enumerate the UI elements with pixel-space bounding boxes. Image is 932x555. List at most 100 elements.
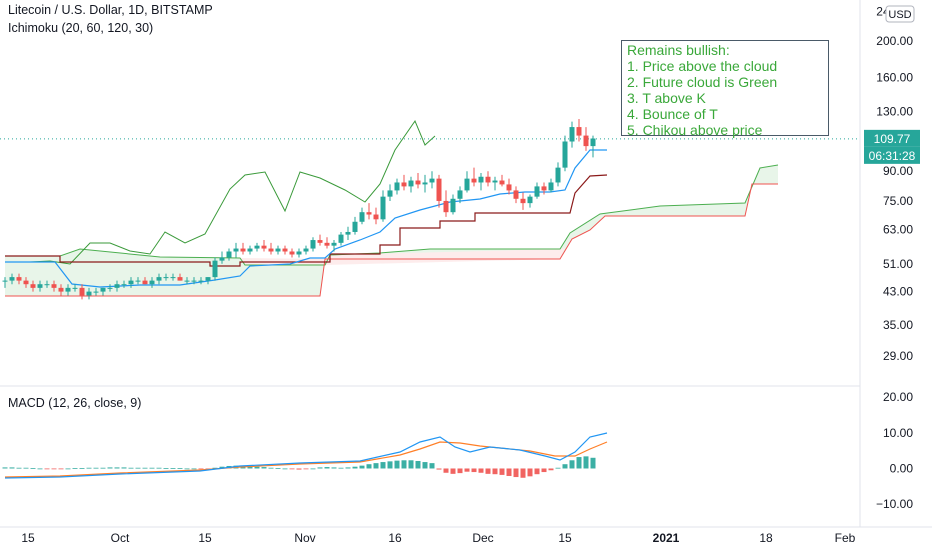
macd-tick-label: 20.00 [883,390,913,404]
candle-body [247,248,253,252]
macd-histogram-bar [415,460,421,469]
macd-histogram-bar [254,466,260,469]
candle-body [310,240,316,249]
ichimoku-lines [0,119,860,288]
ichimoku-legend[interactable]: Ichimoku (20, 60, 120, 30) [8,21,154,35]
macd-histogram-bar [380,462,386,469]
macd-histogram-bar [107,467,113,469]
macd-histogram-bar [16,467,22,469]
candle-body [583,135,589,147]
tenkan-sen [5,149,607,288]
annotation-line-2: 2. Future cloud is Green [627,74,778,90]
macd-line [4,432,608,479]
candle-body [240,248,246,252]
macd-histogram-bar [576,457,582,469]
macd-signal-line [4,441,608,478]
macd-histogram-bar [583,456,589,469]
candle-body [303,248,309,252]
candle-body [184,280,190,282]
macd-histogram-bar [296,468,302,470]
annotation-box[interactable]: Remains bullish: 1. Price above the clou… [621,40,829,138]
macd-histogram-bar [247,466,253,469]
candle-body [520,198,526,204]
candle-body [16,277,22,281]
macd-histogram-bar [394,460,400,469]
macd-histogram-bar [373,463,379,469]
time-tick-label: 16 [388,531,402,545]
candle-body [296,251,302,255]
candle-body [317,240,323,243]
macd-histogram-bar [450,468,456,474]
candle-body [282,248,288,252]
time-tick-label: Oct [111,531,130,545]
macd-legend[interactable]: MACD (12, 26, close, 9) [8,396,142,410]
candle-body [324,242,330,246]
price-tick-label: 35.00 [883,318,913,332]
macd-histogram-bar [436,468,442,470]
macd-histogram-bar [9,467,15,469]
candle-body [380,196,386,220]
candle-body [114,284,120,288]
macd-histogram-bar [555,467,561,469]
price-tick-label: 130.00 [876,104,913,118]
axes: 240.00200.00160.00130.0090.0075.0063.005… [21,4,920,545]
candle-body [387,190,393,197]
candle-body [527,196,533,204]
candle-body [30,284,36,288]
annotation-line-5: 5. Chikou above price [627,122,763,138]
candle-body [2,280,8,282]
macd-histogram-bar [324,467,330,469]
candle-body [9,277,15,281]
macd-histogram-bar [135,467,141,469]
candle-body [436,178,442,201]
time-tick-label: 18 [759,531,773,545]
last-price-label: 109.77 [874,132,911,146]
candle-body [37,284,43,288]
countdown-label: 06:31:28 [869,149,916,163]
macd-histogram-bar [513,468,519,478]
price-tick-label: 90.00 [883,164,913,178]
symbol-title[interactable]: Litecoin / U.S. Dollar, 1D, BITSTAMP [8,3,213,17]
macd-histogram-bar [408,460,414,469]
candle-body [233,248,239,252]
annotation-line-3: 3. T above K [627,90,706,106]
macd-histogram-bar [443,468,449,473]
cloud-fill-bear [240,248,565,265]
candle-body [352,221,358,232]
annotation-line-1: 1. Price above the cloud [627,58,778,74]
candle-body [408,180,414,187]
candle-body [576,127,582,136]
macd-histogram-bar [366,464,372,469]
candle-body [135,280,141,282]
candle-body [464,178,470,191]
macd-pane [2,432,608,479]
senkou-span-b [5,183,778,297]
macd-histogram-bar [121,467,127,469]
macd-histogram-bar [219,466,225,469]
macd-histogram-bar [100,467,106,469]
time-tick-label: 2021 [653,531,680,545]
cloud-fill-bull [5,165,778,296]
currency-label: USD [888,9,911,21]
candle-body [58,287,64,292]
macd-histogram-bar [590,457,596,469]
candle-body [457,190,463,199]
macd-histogram-bar [359,465,365,469]
candle-body [212,260,218,278]
macd-histogram-bar [177,468,183,469]
macd-histogram-bar [520,468,526,478]
candle-body [422,182,428,185]
macd-histogram-bar [170,468,176,469]
candle-body [590,138,596,147]
macd-histogram-bar [212,467,218,469]
macd-histogram-bar [114,467,120,469]
macd-histogram-bar [345,467,351,469]
macd-histogram-bar [317,467,323,469]
macd-histogram-bar [422,462,428,469]
macd-histogram-bar [492,468,498,475]
candle-body [170,277,176,279]
candle-body [478,176,484,183]
time-tick-label: Dec [472,531,493,545]
time-tick-label: Feb [835,531,856,545]
candle-body [261,245,267,249]
